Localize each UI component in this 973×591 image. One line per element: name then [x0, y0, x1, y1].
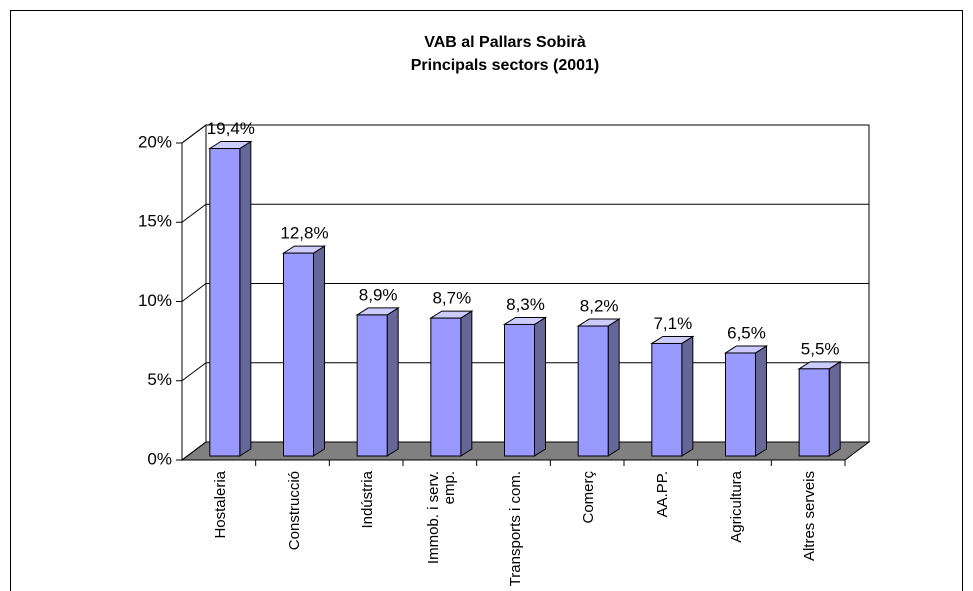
- bar-side: [534, 316, 546, 457]
- x-tick-label: AA.PP.: [653, 471, 671, 518]
- x-tick-label: Immob. i serv. emp.: [424, 471, 458, 565]
- y-tick-label: 5%: [147, 370, 172, 389]
- bar-side: [755, 345, 767, 457]
- x-tick-label: Construcció: [285, 471, 303, 551]
- value-label: 5,5%: [801, 339, 840, 358]
- value-label: 12,8%: [280, 224, 328, 243]
- bar: [651, 342, 683, 457]
- bar-side: [386, 307, 399, 457]
- value-label: 6,5%: [727, 323, 766, 342]
- x-tick-label: Transports i com.: [506, 471, 524, 587]
- chart-title: VAB al Pallars Sobirà: [424, 34, 586, 51]
- grid-line: [181, 441, 869, 461]
- y-tick-label: 0%: [147, 449, 172, 468]
- bar-side: [460, 310, 473, 457]
- y-tick-label: 10%: [138, 291, 172, 310]
- bar-side: [607, 318, 620, 457]
- bar-side: [239, 140, 252, 457]
- value-label: 8,3%: [506, 295, 545, 314]
- bar: [209, 148, 241, 457]
- value-label: 8,2%: [580, 297, 619, 316]
- bar: [577, 325, 609, 457]
- bar-side: [313, 245, 325, 457]
- bar: [430, 317, 462, 457]
- x-tick-label: Comerç: [580, 471, 598, 524]
- bar: [725, 352, 756, 457]
- grid-line: [181, 283, 869, 302]
- x-tick-label: Agricultura: [727, 471, 745, 543]
- y-tick-label: 15%: [138, 212, 172, 231]
- value-label: 7,1%: [653, 314, 692, 333]
- chart-subtitle: Principals sectors (2001): [411, 57, 600, 74]
- bar: [356, 314, 388, 457]
- bar: [798, 368, 830, 457]
- bar: [283, 252, 314, 457]
- bar-side: [828, 360, 841, 457]
- value-label: 8,7%: [432, 289, 471, 308]
- y-tick-label: 20%: [138, 132, 172, 151]
- x-tick-label: Altres serveis: [801, 471, 819, 562]
- value-label: 8,9%: [359, 285, 398, 304]
- grid-line: [181, 362, 869, 382]
- value-label: 19,4%: [207, 119, 255, 138]
- grid-line: [181, 203, 869, 223]
- x-tick-label: Hostaleria: [211, 471, 229, 539]
- x-tick-label: Indústria: [359, 471, 377, 529]
- grid-line: [181, 124, 869, 144]
- bar-side: [681, 335, 694, 457]
- bar: [504, 323, 535, 457]
